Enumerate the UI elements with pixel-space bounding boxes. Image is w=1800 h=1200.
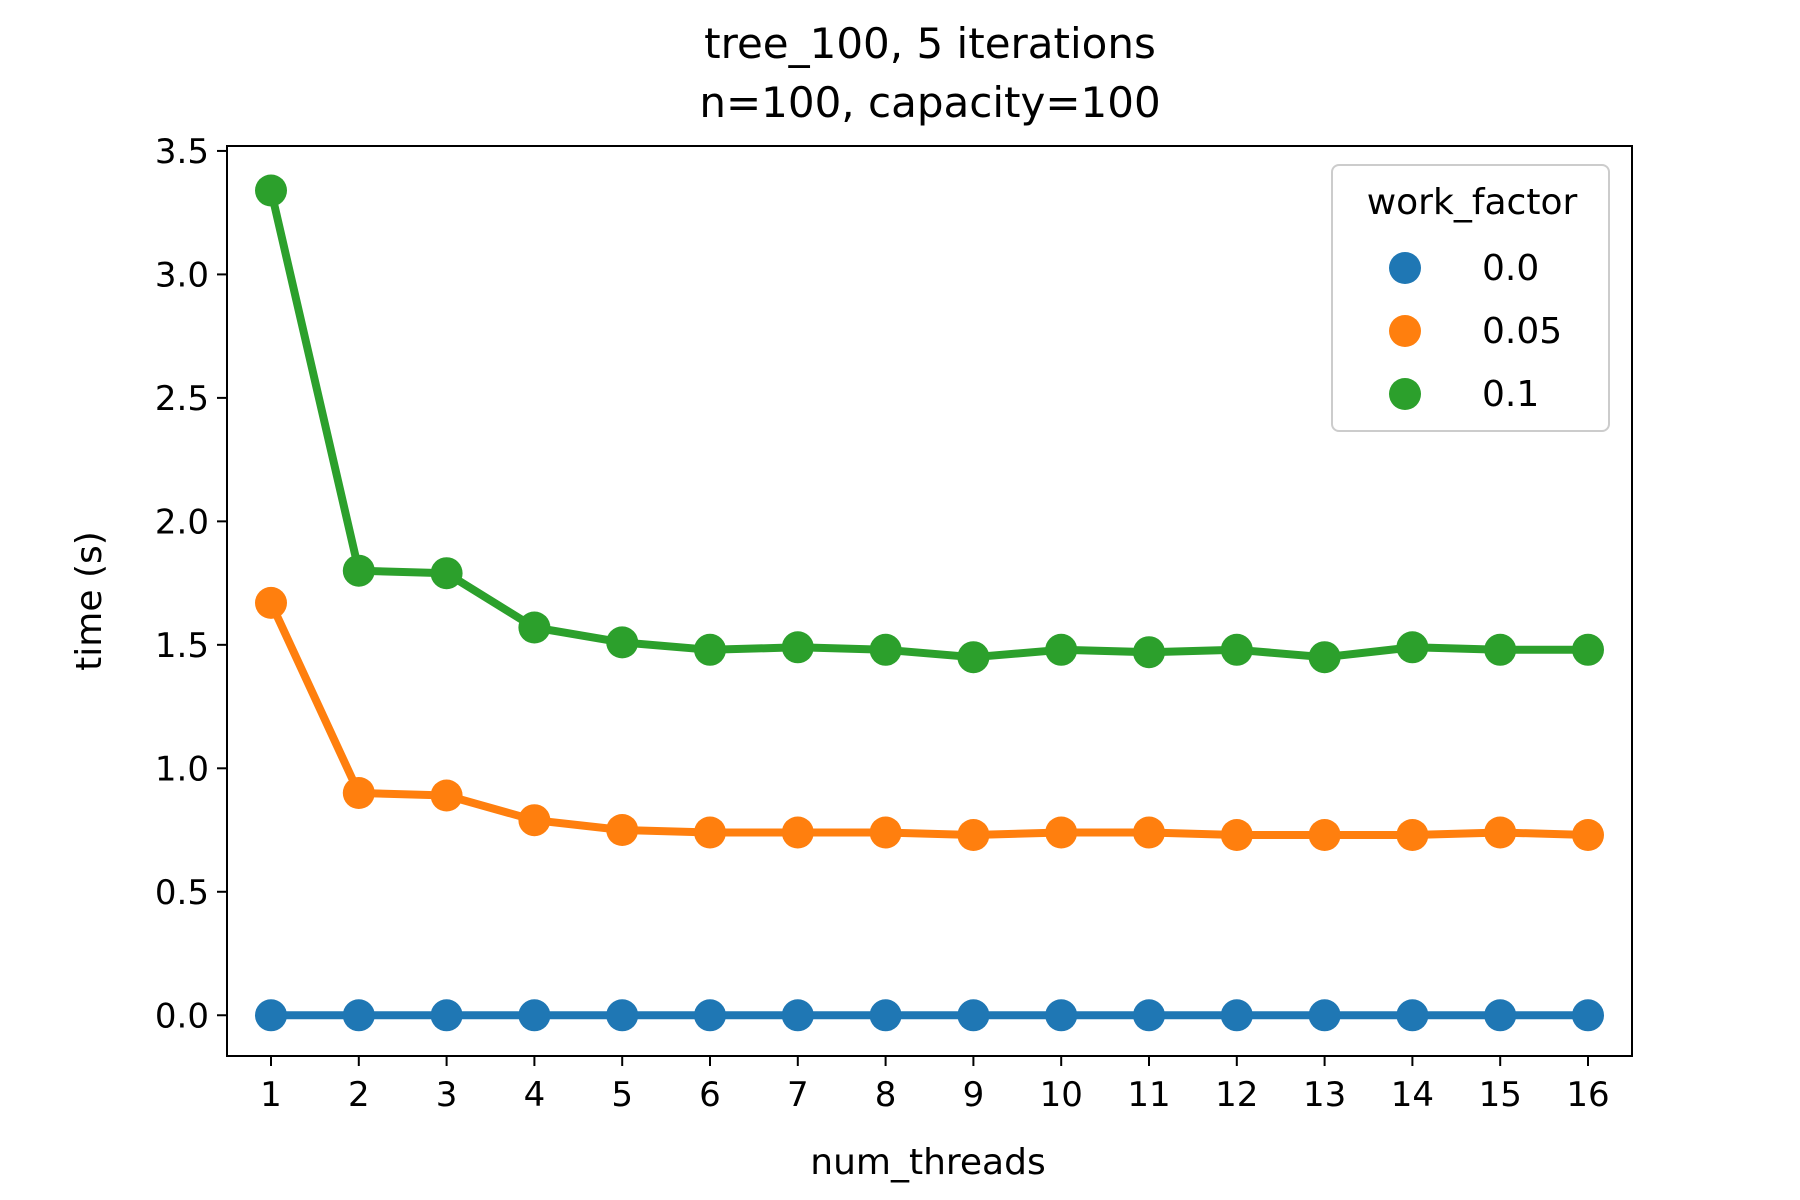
data-point <box>1045 999 1078 1032</box>
data-point <box>1308 641 1341 674</box>
plot-series <box>255 174 1604 1032</box>
data-point <box>957 999 990 1032</box>
x-axis-label: num_threads <box>810 1142 1045 1183</box>
data-point <box>1220 999 1253 1032</box>
x-tick-label: 11 <box>1127 1075 1170 1115</box>
data-point <box>694 633 726 666</box>
data-point <box>430 999 463 1032</box>
legend-marker <box>1389 378 1421 410</box>
x-tick-label: 4 <box>524 1075 546 1115</box>
series-line-0.1 <box>267 186 1592 662</box>
x-tick-label: 6 <box>699 1075 721 1115</box>
data-point <box>1308 999 1341 1032</box>
chart-subtitle: n=100, capacity=100 <box>699 78 1160 127</box>
x-tick-label: 2 <box>348 1075 370 1115</box>
data-point <box>781 816 814 849</box>
data-point <box>869 633 902 666</box>
data-point <box>1133 636 1165 669</box>
data-point <box>518 804 551 837</box>
x-tick-label: 9 <box>963 1075 985 1115</box>
legend-entry: 0.0 <box>1389 248 1539 289</box>
data-point <box>1220 633 1253 666</box>
data-point <box>606 814 639 846</box>
data-point <box>255 999 287 1032</box>
legend-entry: 0.1 <box>1389 374 1539 415</box>
y-tick-label: 1.0 <box>155 749 209 789</box>
y-tick-label: 2.0 <box>155 502 209 542</box>
series-0.1 <box>255 174 1604 674</box>
x-tick-label: 7 <box>787 1075 809 1115</box>
y-tick-label: 3.0 <box>155 255 209 295</box>
legend-title: work_factor <box>1367 182 1578 223</box>
chart-title: tree_100, 5 iterations <box>704 19 1156 68</box>
x-tick-label: 5 <box>611 1075 633 1115</box>
data-point <box>342 999 375 1032</box>
data-point <box>255 174 287 207</box>
y-axis: 0.0 0.5 1.0 1.5 2.0 2.5 3.0 3.5 <box>155 132 227 1036</box>
data-point <box>518 611 551 644</box>
data-point <box>606 626 639 659</box>
data-point <box>1484 999 1517 1032</box>
data-point <box>1220 819 1253 851</box>
data-point <box>694 816 726 849</box>
y-tick-label: 3.5 <box>155 132 209 172</box>
data-point <box>255 586 287 619</box>
data-point <box>694 999 726 1032</box>
x-tick-label: 12 <box>1215 1075 1258 1115</box>
series-line-0.05 <box>267 598 1592 839</box>
data-point <box>1572 633 1604 666</box>
data-point <box>430 557 463 590</box>
y-tick-label: 0.0 <box>155 996 209 1036</box>
data-point <box>1572 999 1604 1032</box>
data-point <box>869 999 902 1032</box>
legend-entry: 0.05 <box>1389 311 1562 352</box>
legend-marker <box>1389 315 1421 347</box>
x-tick-label: 10 <box>1040 1075 1083 1115</box>
plot-frame <box>226 145 1633 1057</box>
data-point <box>342 777 375 809</box>
x-tick-label: 8 <box>875 1075 897 1115</box>
data-point <box>957 819 990 851</box>
data-point <box>606 999 639 1032</box>
data-point <box>1484 816 1517 849</box>
data-point <box>1133 999 1165 1032</box>
x-tick-label: 3 <box>436 1075 458 1115</box>
series-0.05 <box>255 586 1604 851</box>
y-tick-label: 0.5 <box>155 873 209 913</box>
legend-marker <box>1389 252 1421 284</box>
series-0.0 <box>255 999 1604 1032</box>
data-point <box>1484 633 1517 666</box>
data-point <box>1396 819 1429 851</box>
legend-label: 0.1 <box>1482 374 1539 415</box>
x-tick-label: 1 <box>260 1075 282 1115</box>
x-tick-label: 16 <box>1566 1075 1609 1115</box>
data-point <box>342 554 375 587</box>
legend-label: 0.0 <box>1482 248 1539 289</box>
x-tick-label: 15 <box>1479 1075 1522 1115</box>
data-point <box>781 999 814 1032</box>
legend-label: 0.05 <box>1482 311 1562 352</box>
data-point <box>957 641 990 674</box>
x-tick-label: 13 <box>1303 1075 1346 1115</box>
data-point <box>1396 631 1429 664</box>
y-tick-label: 2.5 <box>155 379 209 419</box>
data-point <box>1045 633 1078 666</box>
data-point <box>1045 816 1078 849</box>
data-point <box>869 816 902 849</box>
data-point <box>1572 819 1604 851</box>
data-point <box>1396 999 1429 1032</box>
data-point <box>781 631 814 664</box>
y-axis-label: time (s) <box>69 531 110 671</box>
legend-entries: 0.0 0.05 0.1 <box>1389 248 1562 415</box>
data-point <box>1308 819 1341 851</box>
data-point <box>430 779 463 812</box>
data-point <box>518 999 551 1032</box>
x-tick-label: 14 <box>1391 1075 1434 1115</box>
y-tick-label: 1.5 <box>155 626 209 666</box>
legend: work_factor 0.0 0.05 0.1 <box>1331 164 1610 432</box>
data-point <box>1133 816 1165 849</box>
x-axis: 1 2 3 4 5 6 7 8 9 10 11 12 13 14 15 16 <box>260 1056 1610 1115</box>
legend-frame <box>1331 164 1610 432</box>
